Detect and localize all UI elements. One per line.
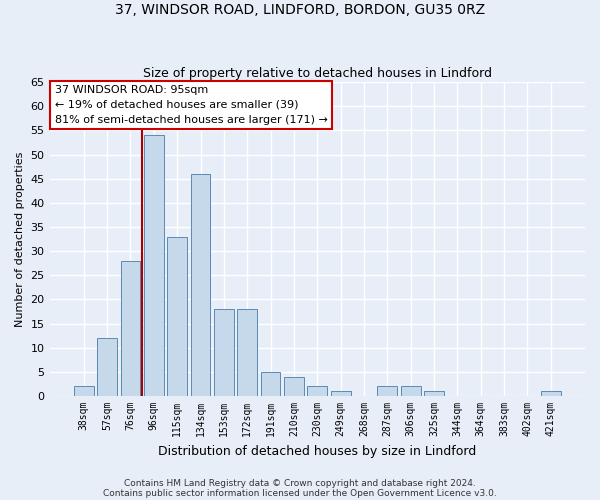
Text: 37, WINDSOR ROAD, LINDFORD, BORDON, GU35 0RZ: 37, WINDSOR ROAD, LINDFORD, BORDON, GU35… <box>115 2 485 16</box>
Bar <box>144 135 164 396</box>
Text: 37 WINDSOR ROAD: 95sqm
← 19% of detached houses are smaller (39)
81% of semi-det: 37 WINDSOR ROAD: 95sqm ← 19% of detached… <box>55 85 328 125</box>
Title: Size of property relative to detached houses in Lindford: Size of property relative to detached ho… <box>143 66 492 80</box>
Bar <box>377 386 397 396</box>
Bar <box>307 386 327 396</box>
Y-axis label: Number of detached properties: Number of detached properties <box>15 152 25 326</box>
Bar <box>238 309 257 396</box>
X-axis label: Distribution of detached houses by size in Lindford: Distribution of detached houses by size … <box>158 444 476 458</box>
Bar <box>424 391 444 396</box>
Bar <box>541 391 560 396</box>
Text: Contains HM Land Registry data © Crown copyright and database right 2024.: Contains HM Land Registry data © Crown c… <box>124 478 476 488</box>
Bar <box>74 386 94 396</box>
Bar <box>97 338 117 396</box>
Bar <box>401 386 421 396</box>
Text: Contains public sector information licensed under the Open Government Licence v3: Contains public sector information licen… <box>103 488 497 498</box>
Bar <box>191 174 211 396</box>
Bar <box>260 372 280 396</box>
Bar <box>331 391 350 396</box>
Bar <box>167 236 187 396</box>
Bar <box>214 309 234 396</box>
Bar <box>284 376 304 396</box>
Bar <box>121 261 140 396</box>
